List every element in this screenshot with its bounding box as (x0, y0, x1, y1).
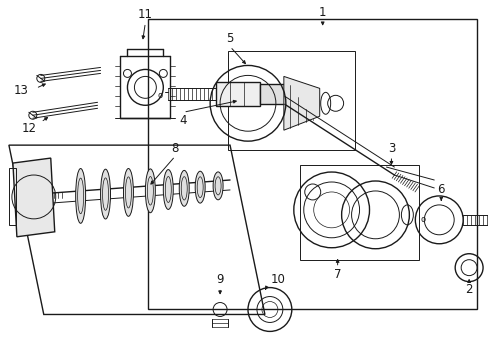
Text: o: o (420, 215, 425, 224)
Text: 10: 10 (270, 273, 285, 286)
Text: o: o (158, 91, 163, 100)
Polygon shape (13, 158, 55, 237)
Ellipse shape (123, 168, 133, 216)
Text: 4: 4 (179, 114, 186, 127)
Polygon shape (216, 82, 260, 106)
Text: 2: 2 (465, 283, 472, 296)
Ellipse shape (213, 172, 223, 200)
Polygon shape (283, 76, 319, 130)
Text: 6: 6 (437, 184, 444, 197)
Ellipse shape (163, 170, 173, 210)
Text: 12: 12 (21, 122, 36, 135)
Text: 11: 11 (138, 8, 153, 21)
Text: 1: 1 (318, 6, 326, 19)
Ellipse shape (76, 168, 85, 223)
Text: 3: 3 (387, 141, 394, 155)
Text: 8: 8 (171, 141, 179, 155)
Text: 7: 7 (333, 268, 341, 281)
Text: 13: 13 (13, 84, 28, 97)
Text: 9: 9 (216, 273, 224, 286)
Text: 5: 5 (226, 32, 233, 45)
Ellipse shape (101, 169, 110, 219)
Ellipse shape (179, 170, 189, 206)
Polygon shape (260, 84, 285, 104)
Ellipse shape (145, 169, 155, 213)
Ellipse shape (195, 171, 205, 203)
